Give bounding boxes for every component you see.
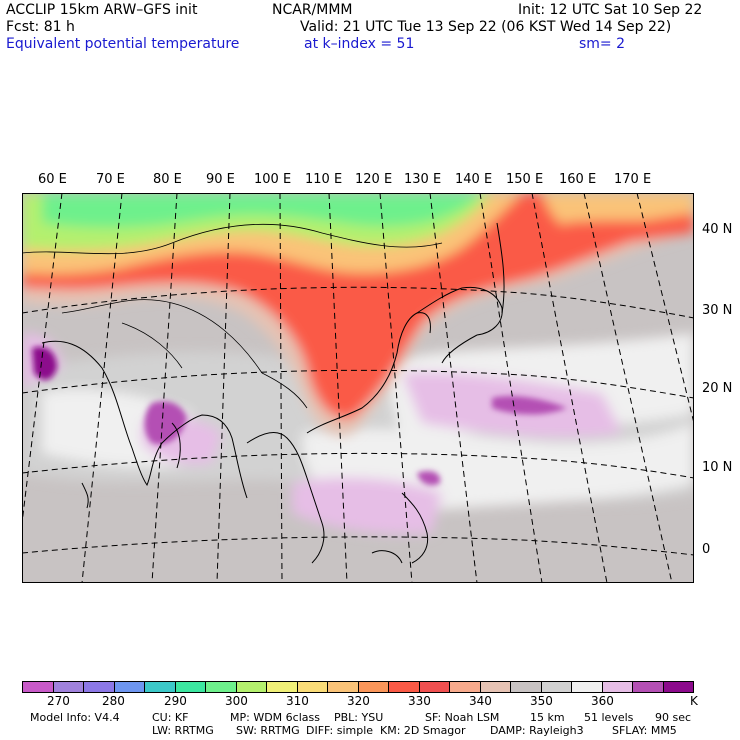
colorbar-label: 300 [225,694,248,708]
colorbar-swatch [419,682,450,692]
colorbar-swatch [572,682,603,692]
theta-e-map [22,193,694,583]
footer-longwave: LW: RRTMG [152,724,214,737]
colorbar-swatch [389,682,420,692]
init-time: Init: 12 UTC Sat 10 Sep 22 [518,2,703,18]
model-title: ACCLIP 15km ARW–GFS init [6,2,198,18]
colorbar-label: 330 [408,694,431,708]
colorbar-label: 290 [164,694,187,708]
lon-label: 150 E [506,172,544,187]
lat-label: 20 N [702,381,733,396]
level-index: at k–index = 51 [304,36,415,52]
lat-label: 0 [702,542,711,557]
footer-levels: 51 levels [584,711,634,724]
colorbar-label: 280 [102,694,125,708]
footer-sflay: SFLAY: MM5 [612,724,677,737]
colorbar-unit: K [690,694,698,708]
footer-timestep: 90 sec [655,711,692,724]
footer-pbl: PBL: YSU [334,711,384,724]
colorbar-swatch [602,682,633,692]
graticule [22,193,694,583]
lat-label: 10 N [702,460,733,475]
colorbar-label: 350 [530,694,553,708]
colorbar-swatch [145,682,176,692]
footer-damping: DAMP: Rayleigh3 [490,724,584,737]
lon-label: 170 E [614,172,652,187]
colorbar-swatch [175,682,206,692]
colorbar [22,681,694,693]
colorbar-swatch [511,682,542,692]
footer-resolution: 15 km [530,711,565,724]
lon-label: 130 E [404,172,442,187]
lon-label: 120 E [355,172,393,187]
lon-label: 70 E [96,172,125,187]
colorbar-swatch [328,682,359,692]
colorbar-swatch [114,682,145,692]
forecast-hour: Fcst: 81 h [6,19,75,35]
smoothing-label: sm= 2 [579,36,626,52]
footer-diffusion: DIFF: simple [306,724,374,737]
colorbar-swatch [206,682,237,692]
footer-surface: SF: Noah LSM [425,711,500,724]
lat-label: 40 N [702,222,733,237]
map-panel [22,193,694,583]
colorbar-label: 340 [469,694,492,708]
footer-microphysics: MP: WDM 6class [230,711,320,724]
colorbar-swatch [297,682,328,692]
colorbar-swatch [236,682,267,692]
colorbar-label: 360 [591,694,614,708]
colorbar-swatch [633,682,664,692]
lon-label: 80 E [153,172,182,187]
colorbar-swatch [53,682,84,692]
colorbar-swatch [23,682,54,692]
colorbar-label: 310 [286,694,309,708]
colorbar-swatch [267,682,298,692]
colorbar-label: 320 [347,694,370,708]
colorbar-swatch [450,682,481,692]
footer-km: KM: 2D Smagor [380,724,466,737]
lon-label: 90 E [206,172,235,187]
field-name: Equivalent potential temperature [6,36,240,52]
colorbar-label: 270 [47,694,70,708]
lon-label: 100 E [254,172,292,187]
lon-label: 140 E [455,172,493,187]
footer-shortwave: SW: RRTMG [236,724,300,737]
colorbar-swatch [84,682,115,692]
lon-label: 60 E [38,172,67,187]
lon-label: 160 E [559,172,597,187]
coastlines [41,222,505,564]
institution-label: NCAR/MMM [272,2,353,18]
footer-cumulus: CU: KF [152,711,189,724]
colorbar-swatch [358,682,389,692]
colorbar-swatch [663,682,693,692]
footer-model-info: Model Info: V4.4 [30,711,120,724]
map-frame [22,193,694,583]
valid-time: Valid: 21 UTC Tue 13 Sep 22 (06 KST Wed … [300,19,672,35]
colorbar-swatch [480,682,511,692]
country-borders [22,223,443,409]
lat-label: 30 N [702,303,733,318]
lon-label: 110 E [305,172,343,187]
colorbar-swatch [541,682,572,692]
